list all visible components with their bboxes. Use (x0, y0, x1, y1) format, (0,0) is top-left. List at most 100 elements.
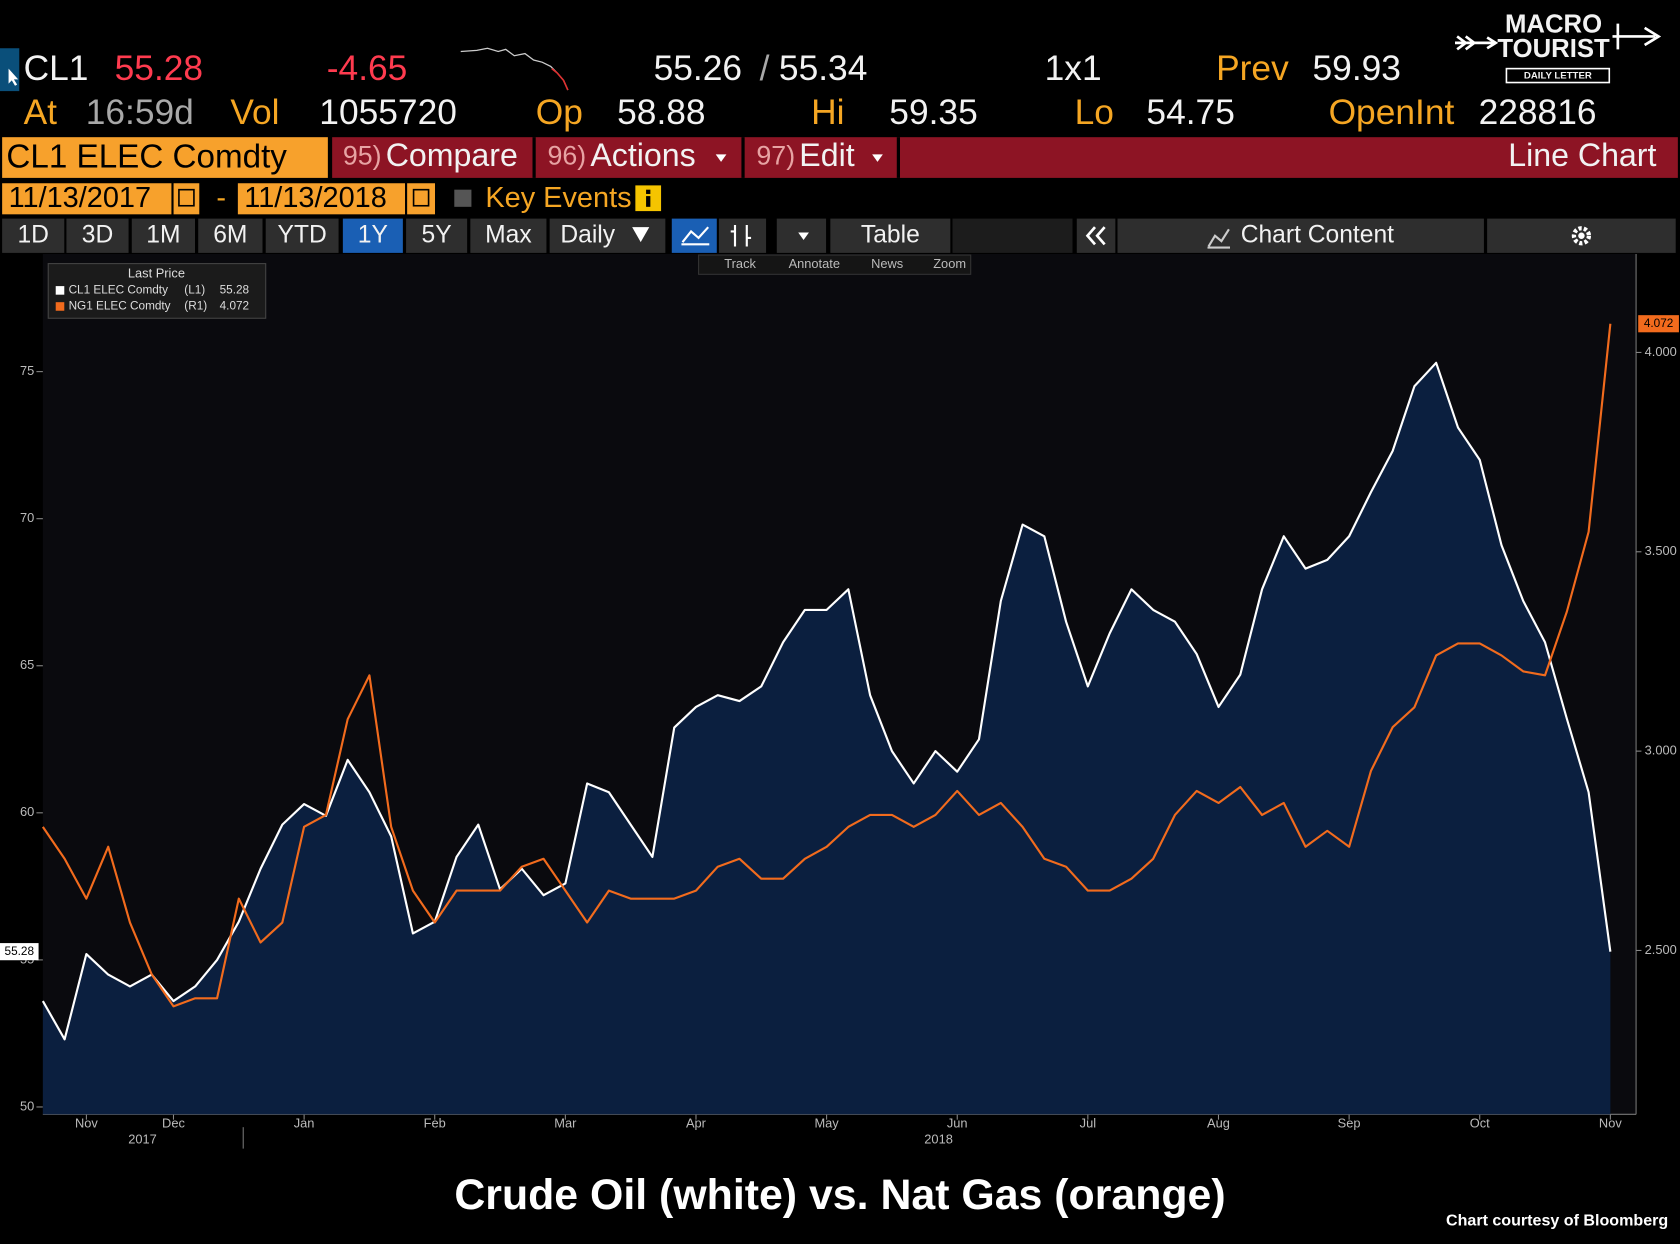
prev: 59.93 (1313, 49, 1401, 88)
line-icon (681, 226, 710, 246)
range-button[interactable] (342, 218, 403, 253)
start-date: 11/13/2017 (9, 182, 152, 214)
credit: Chart courtesy of Bloomberg (1446, 1212, 1668, 1230)
menu-number: 97) (756, 141, 795, 171)
tool-label: Track (724, 256, 756, 271)
y2-tick-label: 2.500 (1645, 942, 1677, 957)
caption: Crude Oil (white) vs. Nat Gas (orange) (454, 1171, 1225, 1219)
legend-name: CL1 ELEC Comdty (69, 284, 169, 297)
collapse-icon (1085, 226, 1106, 246)
range-button[interactable] (406, 218, 468, 253)
y-tick-label: 60 (20, 804, 34, 819)
logo-text: DAILY LETTER (1524, 71, 1592, 82)
checkbox[interactable] (454, 189, 472, 207)
range-label: 3D (82, 221, 113, 248)
range-button[interactable] (265, 218, 339, 253)
y2-tick-label: 4.000 (1645, 344, 1677, 359)
menu-number: 96) (548, 141, 587, 171)
legend-value: 4.072 (220, 300, 249, 313)
x-tick-label: Apr (686, 1115, 707, 1130)
year-label: 2018 (924, 1131, 953, 1146)
menu-item: Edit (799, 137, 854, 173)
range-button[interactable] (470, 218, 547, 253)
y2-tick-label: 3.000 (1645, 743, 1677, 758)
logo-text: TOURIST (1497, 35, 1610, 63)
legend-box (47, 263, 267, 319)
series-line (41, 323, 1612, 1008)
menu-separator (532, 137, 536, 178)
menu-item: Actions (590, 137, 695, 173)
menu-bar (332, 137, 1678, 178)
gear-icon (1578, 232, 1585, 239)
low-label: Lo (1075, 93, 1114, 132)
x-tick-label: May (814, 1115, 839, 1130)
logo-band (1505, 67, 1611, 84)
year-label: 2017 (128, 1131, 157, 1146)
legend-swatch (55, 302, 65, 311)
last-value-label: 55.28 (5, 945, 35, 958)
x-tick-label: Feb (424, 1115, 446, 1130)
legend-value: 55.28 (220, 284, 250, 297)
legend-name: NG1 ELEC Comdty (69, 300, 171, 313)
line-icon-button[interactable] (671, 218, 717, 253)
x-tick-label: Jul (1080, 1115, 1096, 1130)
y-tick-label: 70 (20, 510, 34, 525)
chart-content-button[interactable] (1117, 218, 1484, 253)
range-label: 5Y (422, 221, 452, 248)
x-tick-label: Jun (947, 1115, 968, 1130)
date-box[interactable] (237, 183, 405, 215)
last-price: 55.28 (115, 49, 203, 88)
range-label: 1D (17, 221, 48, 248)
frequency: Daily (560, 221, 615, 248)
calendar-button[interactable] (173, 183, 200, 215)
menu-separator (896, 137, 900, 178)
y2-tick-label: 3.500 (1645, 543, 1677, 558)
calendar-icon (178, 188, 195, 207)
table-label: Table (861, 221, 920, 248)
security: CL1 ELEC Comdty (6, 138, 287, 175)
open: 58.88 (617, 93, 705, 132)
dropdown-arrow (715, 154, 727, 162)
low: 54.75 (1146, 93, 1234, 132)
size: 1x1 (1045, 49, 1102, 88)
at-label: At (24, 93, 58, 132)
logo-arrow (1612, 23, 1662, 50)
last-value-badge (1638, 315, 1679, 333)
tool-label: Zoom (933, 256, 966, 271)
table-button[interactable] (830, 218, 951, 253)
key-events: Key Events (485, 182, 631, 214)
date-box[interactable] (2, 183, 172, 215)
info-glyph (646, 196, 651, 207)
info-glyph (646, 189, 651, 194)
time: 16:59d (86, 93, 194, 132)
x-tick-label: Dec (162, 1115, 185, 1130)
calendar-button[interactable] (407, 183, 435, 215)
range-button[interactable] (131, 218, 195, 253)
chart-content-icon (1207, 228, 1230, 249)
vol-label: Vol (230, 93, 279, 132)
menu-item: Compare (386, 137, 518, 173)
bid: 55.26 (654, 49, 742, 88)
range-button[interactable] (2, 218, 65, 253)
x-tick-label: Jan (294, 1115, 315, 1130)
date-separator: - (216, 182, 226, 214)
separator: / (760, 49, 770, 88)
x-tick-label: Nov (1599, 1115, 1622, 1130)
bar-icon-button[interactable] (718, 218, 767, 253)
legend-tag: (R1) (184, 300, 207, 313)
range-button[interactable] (66, 218, 129, 253)
range-label: 1Y (358, 221, 388, 248)
range-button[interactable] (198, 218, 263, 253)
calendar-icon (412, 188, 430, 207)
legend-title: Last Price (128, 266, 185, 281)
end-date: 11/13/2018 (244, 182, 387, 214)
series-line (41, 361, 1612, 1041)
frequency-button[interactable] (549, 218, 666, 253)
change: -4.65 (327, 49, 408, 88)
open-interest: 228816 (1479, 93, 1597, 132)
x-tick-label: Sep (1338, 1115, 1361, 1130)
range-label: 6M (213, 221, 247, 248)
legend-tag: (L1) (184, 284, 205, 297)
logo-arrow (1455, 35, 1499, 51)
